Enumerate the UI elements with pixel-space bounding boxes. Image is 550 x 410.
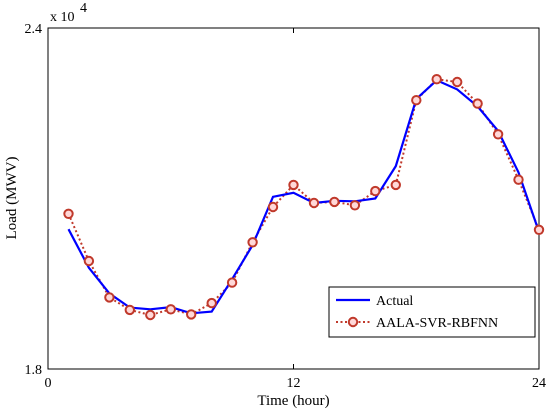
y-tick-label-top: 2.4 (25, 22, 43, 37)
series-line-actual (67, 79, 541, 315)
point-aala-svr-rbfnn-13 (308, 197, 320, 209)
point-aala-svr-rbfnn-17 (390, 179, 401, 191)
point-aala-svr-rbfnn-5 (145, 309, 156, 321)
point-aala-svr-rbfnn-10 (247, 237, 258, 248)
x-axis-label: Time (hour) (257, 393, 329, 409)
point-aala-svr-rbfnn-9 (226, 277, 238, 288)
point-aala-svr-rbfnn-14 (329, 196, 340, 208)
y-multiplier-exponent: 4 (80, 1, 87, 16)
legend-box (328, 286, 536, 338)
point-aala-svr-rbfnn-18 (411, 95, 422, 106)
y-tick-label-bottom: 1.8 (25, 363, 43, 378)
legend-label-aala: AALA-SVR-RBFNN (376, 316, 498, 331)
x-tick-label-0: 0 (45, 376, 52, 391)
point-aala-svr-rbfnn-11 (267, 201, 279, 213)
point-aala-svr-rbfnn-12 (288, 179, 299, 191)
point-aala-svr-rbfnn-3 (104, 292, 115, 303)
point-aala-svr-rbfnn-23 (513, 174, 524, 185)
legend: Actual AALA-SVR-RBFNN (328, 286, 536, 338)
y-axis-label: Load (MWV) (4, 157, 20, 240)
point-aala-svr-rbfnn-19 (431, 74, 442, 85)
point-aala-svr-rbfnn-7 (186, 309, 197, 320)
point-aala-svr-rbfnn-4 (124, 304, 136, 316)
legend-marker-aala (347, 316, 359, 328)
y-multiplier: x 10 (50, 10, 75, 25)
x-tick-label-24: 24 (532, 376, 546, 391)
legend-label-actual: Actual (376, 294, 413, 309)
point-aala-svr-rbfnn-1 (63, 208, 74, 220)
point-aala-svr-rbfnn-21 (472, 98, 483, 109)
point-aala-svr-rbfnn-16 (370, 185, 381, 197)
x-tick-label-12: 12 (287, 376, 301, 391)
point-aala-svr-rbfnn-6 (165, 304, 177, 315)
point-aala-svr-rbfnn-8 (206, 297, 217, 309)
axis-ticks (47, 27, 540, 370)
point-aala-svr-rbfnn-15 (349, 200, 361, 211)
point-aala-svr-rbfnn-22 (492, 129, 504, 140)
point-aala-svr-rbfnn-2 (83, 255, 95, 267)
point-aala-svr-rbfnn-24 (533, 224, 545, 236)
series-layer (63, 74, 545, 321)
point-aala-svr-rbfnn-20 (452, 76, 463, 88)
